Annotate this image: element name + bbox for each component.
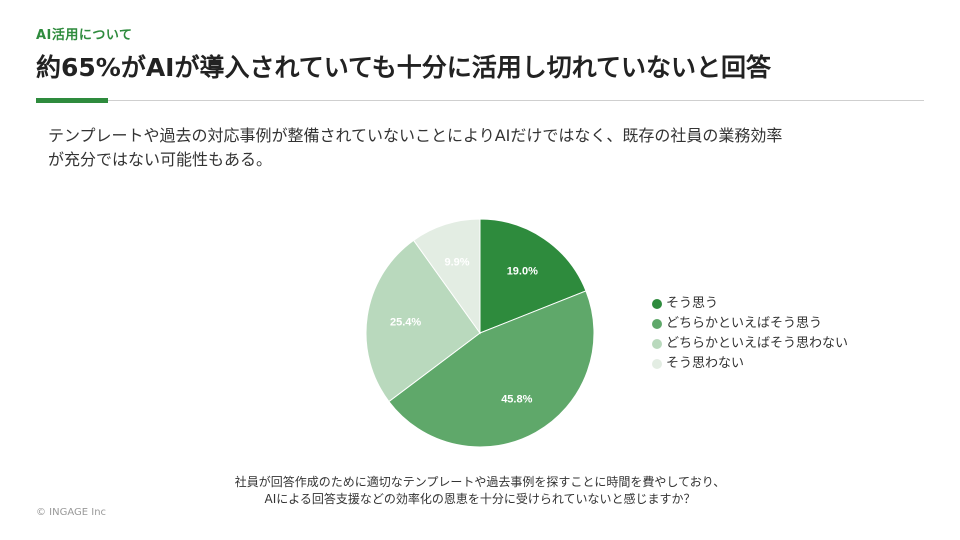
- page-title: 約65%がAIが導入されていても十分に活用し切れていないと回答: [36, 53, 771, 82]
- pie-slice-label-4: 9.9%: [444, 256, 469, 268]
- survey-question-line-1: 社員が回答作成のために適切なテンプレートや過去事例を探すことに時間を費やしており…: [234, 475, 726, 489]
- survey-question-line-2: AIによる回答支援などの効率化の恩恵を十分に受けられていないと感じますか？: [264, 492, 696, 506]
- pie-slice-1: [479, 218, 587, 334]
- copyright: © INGAGE Inc: [36, 507, 107, 518]
- legend-item-2: どちらかといえばそう思う: [652, 314, 848, 334]
- pie-slice-3: [365, 239, 481, 403]
- legend-swatch-1: [652, 299, 662, 309]
- pie-chart: 19.0% 45.8% 25.4% 9.9%: [360, 213, 600, 453]
- legend-item-4: そう思わない: [652, 354, 848, 374]
- title-divider-accent: [36, 98, 108, 103]
- pie-slice-2: [388, 290, 595, 448]
- legend-label-1: そう思う: [666, 296, 719, 311]
- description-line-1: テンプレートや過去の対応事例が整備されていないことによりAIだけではなく、既存の…: [48, 126, 783, 145]
- legend-swatch-2: [652, 319, 662, 329]
- legend-swatch-4: [652, 359, 662, 369]
- title-divider: [36, 100, 924, 101]
- legend-label-4: そう思わない: [666, 356, 745, 371]
- section-label: AI活用について: [36, 28, 133, 43]
- pie-slice-4: [412, 218, 481, 335]
- survey-question: 社員が回答作成のために適切なテンプレートや過去事例を探すことに時間を費やしており…: [150, 474, 810, 508]
- pie-slice-label-2: 45.8%: [501, 394, 532, 406]
- chart-legend: そう思うどちらかといえばそう思うどちらかといえばそう思わない そう思わない: [652, 294, 848, 374]
- legend-label-3: どちらかといえばそう思わない: [666, 336, 849, 351]
- description-line-2: が充分ではない可能性もある。: [48, 150, 273, 169]
- pie-slice-label-3: 25.4%: [390, 317, 421, 329]
- pie-slice-label-1: 19.0%: [507, 266, 538, 278]
- legend-item-3: どちらかといえばそう思わない: [652, 334, 848, 354]
- legend-label-2: どちらかといえばそう思う: [666, 316, 823, 331]
- description: テンプレートや過去の対応事例が整備されていないことによりAIだけではなく、既存の…: [48, 124, 928, 172]
- pie-chart-svg: 19.0% 45.8% 25.4% 9.9%: [365, 218, 595, 448]
- legend-item-1: そう思う: [652, 294, 848, 314]
- legend-swatch-3: [652, 339, 662, 349]
